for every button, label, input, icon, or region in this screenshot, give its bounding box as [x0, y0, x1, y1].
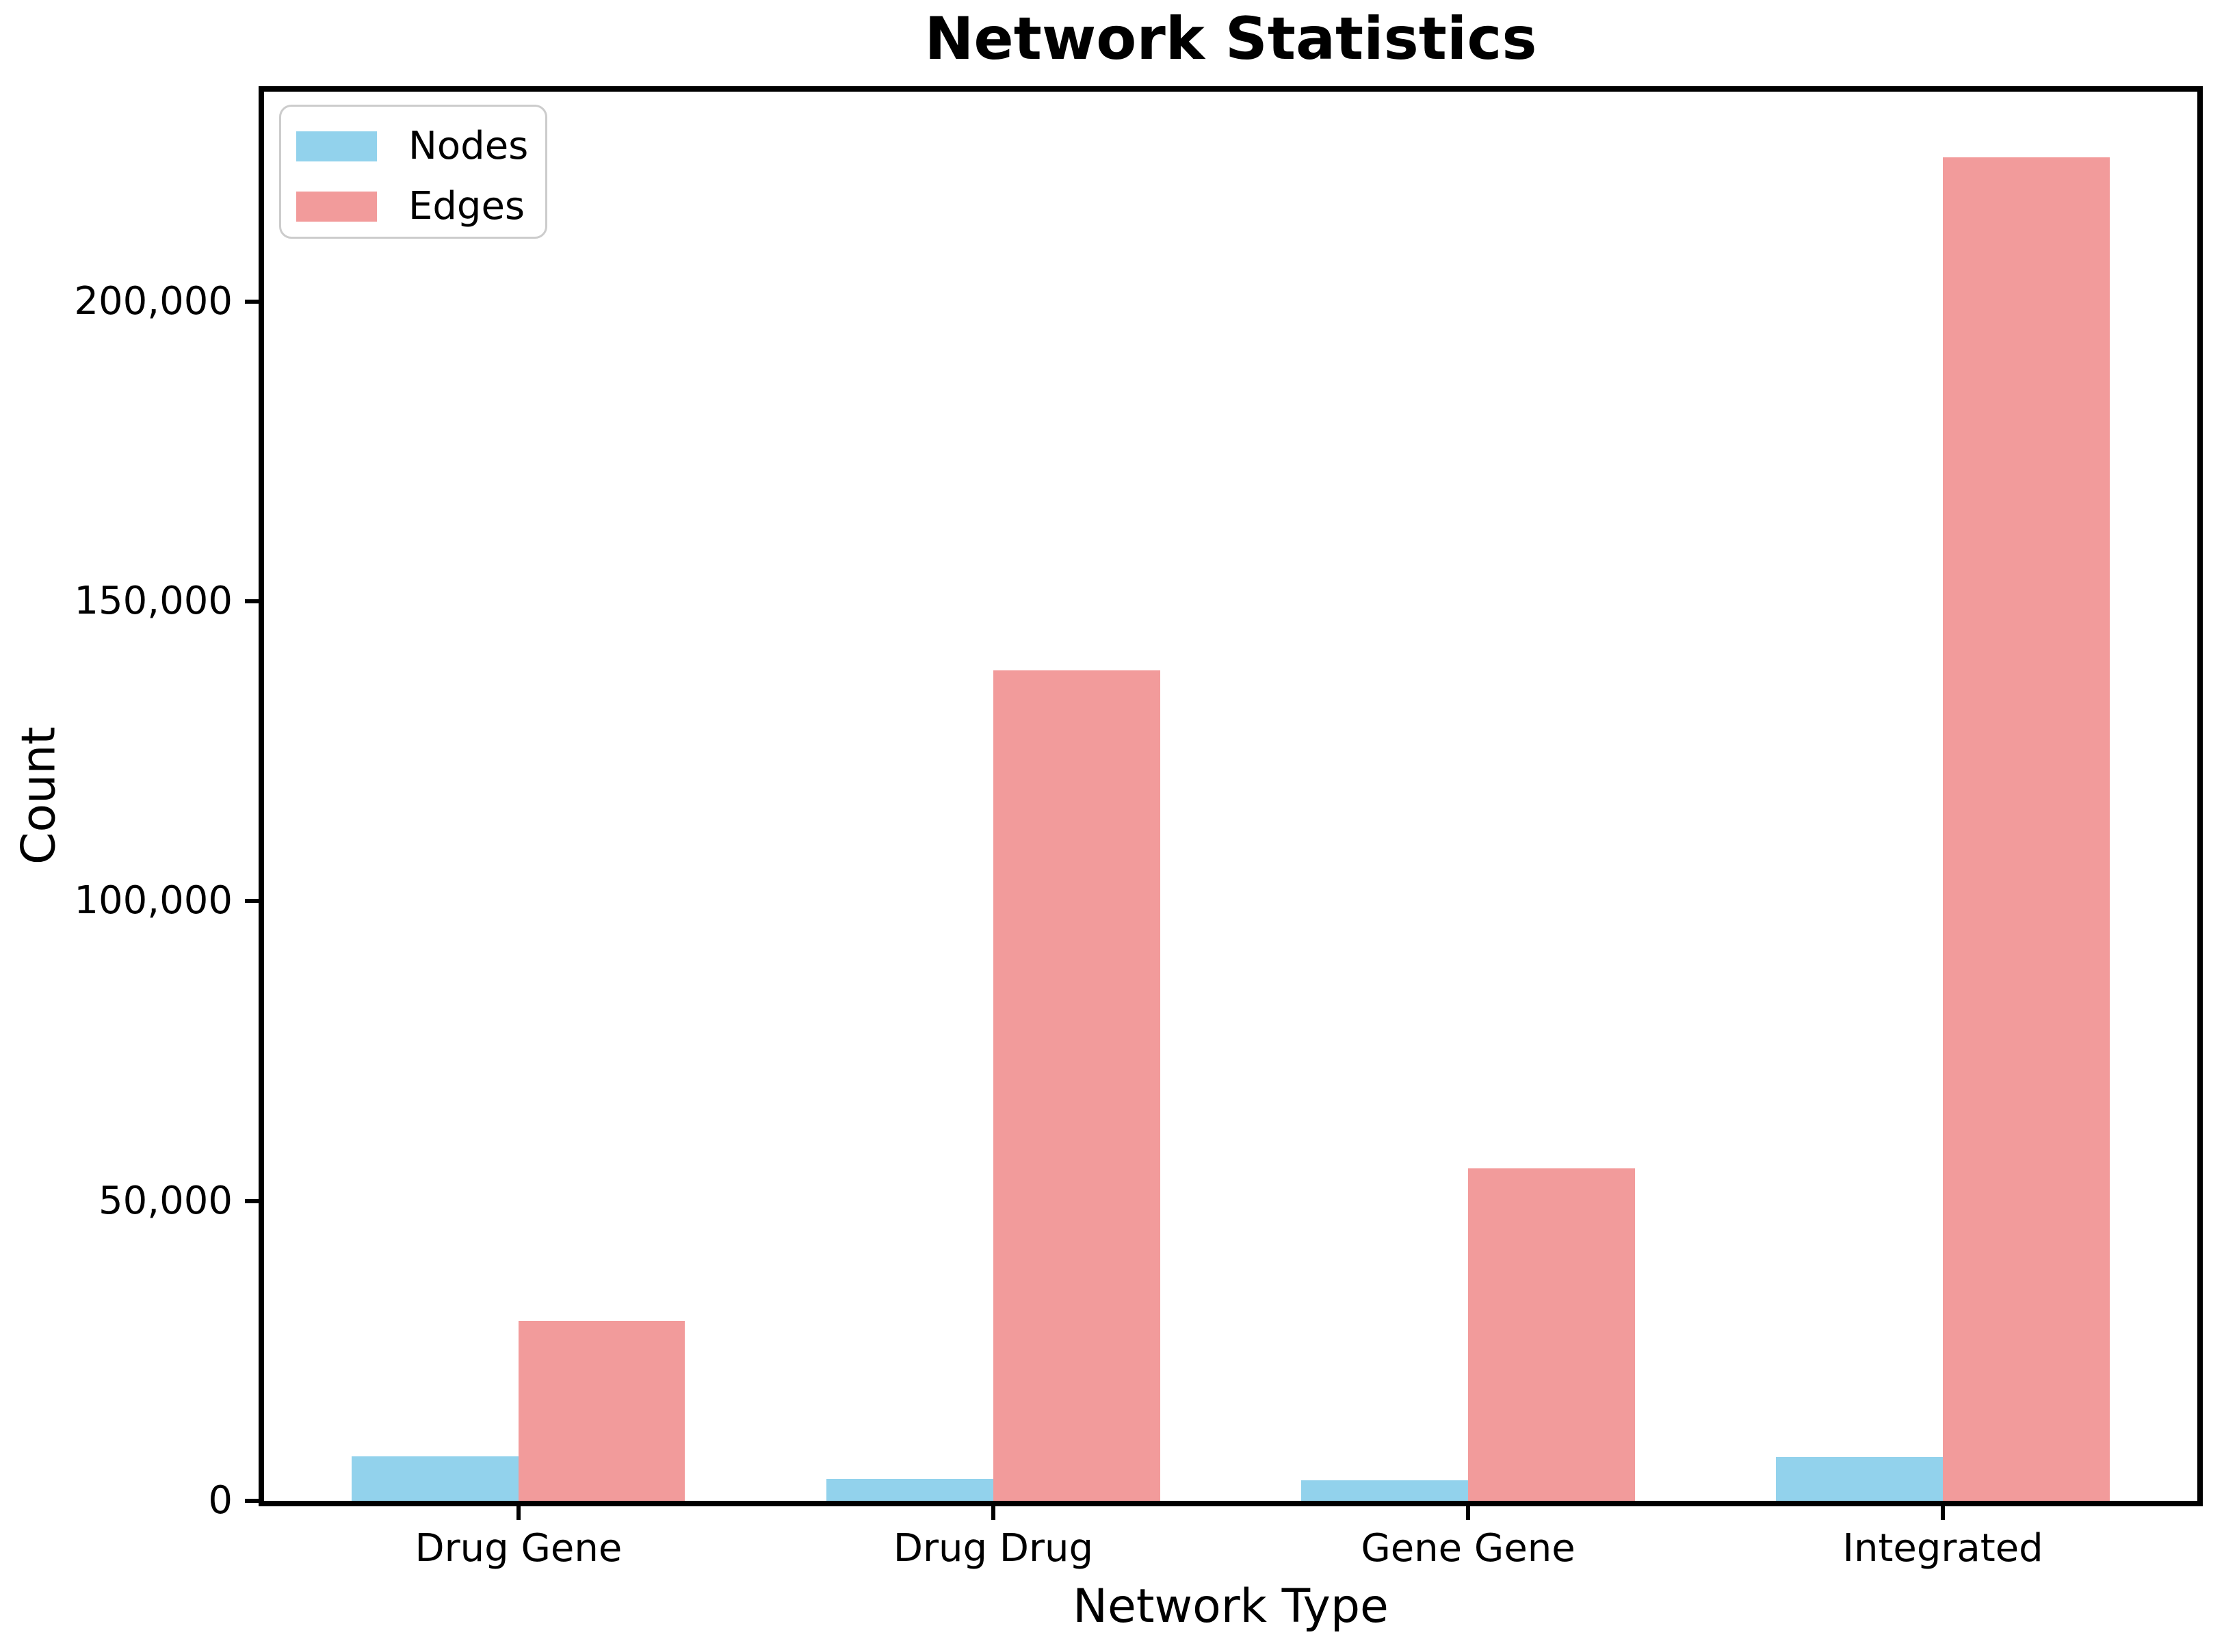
y-tick-mark: [245, 899, 259, 904]
edges-bar-drug-drug: [993, 670, 1160, 1501]
legend-label-nodes: Nodes: [408, 124, 529, 168]
y-tick-label: 150,000: [74, 579, 233, 624]
x-tick-mark: [991, 1506, 995, 1520]
y-tick-label: 50,000: [99, 1178, 233, 1223]
edges-bar-gene-gene: [1468, 1168, 1635, 1501]
x-tick-mark: [1941, 1506, 1946, 1520]
y-tick-mark: [245, 1198, 259, 1203]
x-tick-label-drug-drug: Drug Drug: [893, 1526, 1094, 1571]
x-tick-label-gene-gene: Gene Gene: [1361, 1526, 1575, 1571]
y-tick-mark: [245, 599, 259, 604]
x-axis-label: Network Type: [1073, 1579, 1389, 1634]
nodes-bar-integrated: [1776, 1457, 1944, 1501]
x-tick-label-drug-gene: Drug Gene: [415, 1526, 623, 1571]
y-tick-label: 0: [208, 1478, 233, 1523]
y-tick-mark: [245, 299, 259, 304]
x-tick-label-integrated: Integrated: [1842, 1526, 2043, 1571]
edges-bar-drug-gene: [518, 1321, 685, 1501]
legend: Nodes Edges: [279, 105, 547, 239]
chart-title: Network Statistics: [924, 5, 1537, 73]
y-axis-label: Count: [12, 726, 66, 865]
nodes-bar-drug-drug: [826, 1479, 993, 1501]
nodes-bar-gene-gene: [1301, 1480, 1469, 1501]
legend-label-edges: Edges: [408, 184, 525, 228]
nodes-swatch-icon: [296, 131, 377, 161]
plot-area: Nodes Edges 0 50,000 100,000 150,000 200,000…: [74, 86, 2203, 1568]
edges-swatch-icon: [296, 192, 377, 222]
legend-item-edges: Edges: [296, 186, 545, 227]
edges-bar-integrated: [1943, 157, 2110, 1501]
y-tick-mark: [245, 1499, 259, 1503]
legend-item-nodes: Nodes: [296, 126, 545, 167]
x-tick-mark: [1466, 1506, 1471, 1520]
y-tick-label: 100,000: [74, 878, 233, 923]
nodes-bar-drug-gene: [352, 1456, 519, 1501]
x-tick-mark: [516, 1506, 521, 1520]
y-tick-label: 200,000: [74, 278, 233, 324]
